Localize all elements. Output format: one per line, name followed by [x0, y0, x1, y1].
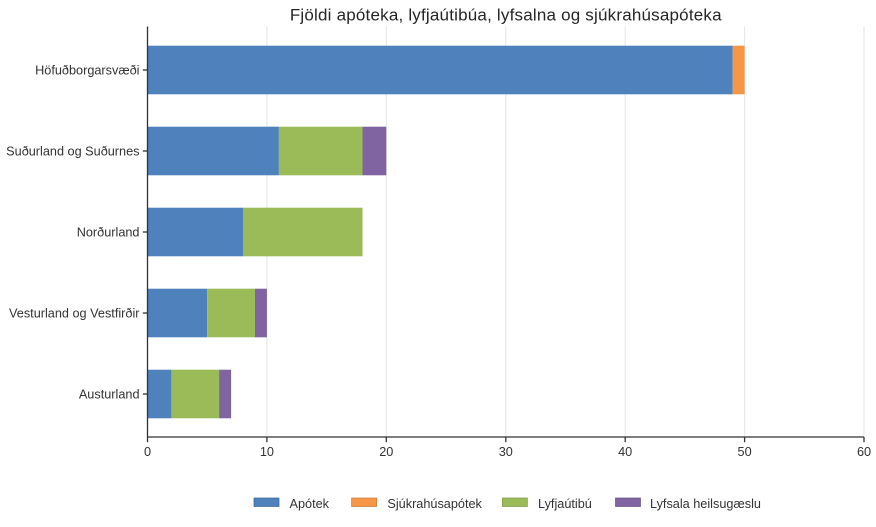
svg-text:50: 50: [738, 445, 752, 459]
svg-text:Lyfjaútibú: Lyfjaútibú: [538, 497, 592, 511]
svg-text:Apótek: Apótek: [290, 497, 330, 511]
svg-text:Höfuðborgarsvæði: Höfuðborgarsvæði: [35, 64, 139, 78]
svg-text:10: 10: [260, 445, 274, 459]
svg-text:Fjöldi apóteka, lyfjaútibúa, l: Fjöldi apóteka, lyfjaútibúa, lyfsalna og…: [290, 5, 722, 24]
svg-text:Austurland: Austurland: [79, 388, 140, 402]
svg-text:Suðurland og Suðurnes: Suðurland og Suðurnes: [6, 145, 139, 159]
svg-text:Lyfsala heilsugæslu: Lyfsala heilsugæslu: [650, 497, 761, 511]
svg-text:Sjúkrahúsapótek: Sjúkrahúsapótek: [387, 497, 482, 511]
svg-text:20: 20: [379, 445, 393, 459]
svg-text:40: 40: [618, 445, 632, 459]
svg-text:0: 0: [144, 445, 151, 459]
svg-text:60: 60: [857, 445, 871, 459]
svg-text:Vesturland og Vestfirðir: Vesturland og Vestfirðir: [9, 307, 140, 321]
svg-text:30: 30: [499, 445, 513, 459]
svg-text:Norðurland: Norðurland: [77, 226, 140, 240]
